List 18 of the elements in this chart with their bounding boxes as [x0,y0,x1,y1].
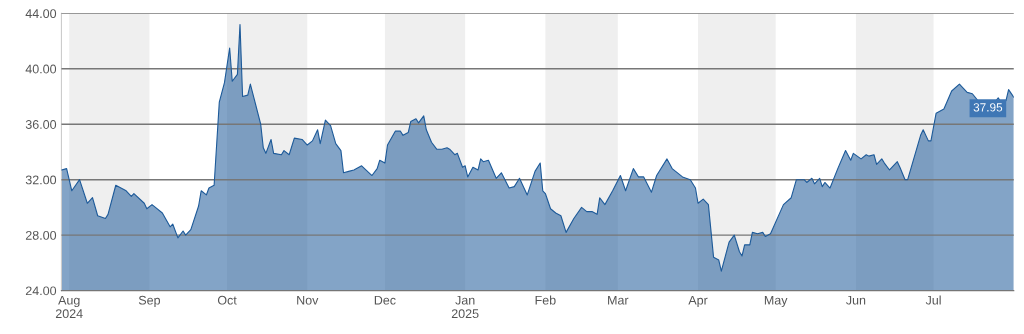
x-tick-label: Oct [217,295,237,305]
x-tick-label: Feb [535,295,556,305]
x-tick-label: Apr [688,295,708,308]
x-tick-label: May [764,295,788,308]
x-tick-label: Aug 2024 [55,295,83,319]
x-tick-label: Sep [138,295,161,308]
y-tick-label: 28.00 [25,230,57,240]
x-tick-label: Jun [846,295,866,305]
y-tick-label: 32.00 [25,175,57,185]
x-tick-label: Jan 2025 [451,295,479,319]
x-tick-label: Mar [608,295,629,305]
y-tick-label: 24.00 [25,286,57,296]
y-tick-label: 36.00 [25,120,57,129]
x-tick-label: Jul [925,295,941,305]
y-tick-label: 40.00 [25,64,57,74]
x-tick-label: Dec [374,295,396,305]
y-tick-label: 44.00 [25,9,57,19]
x-tick-label: Nov [297,295,319,305]
